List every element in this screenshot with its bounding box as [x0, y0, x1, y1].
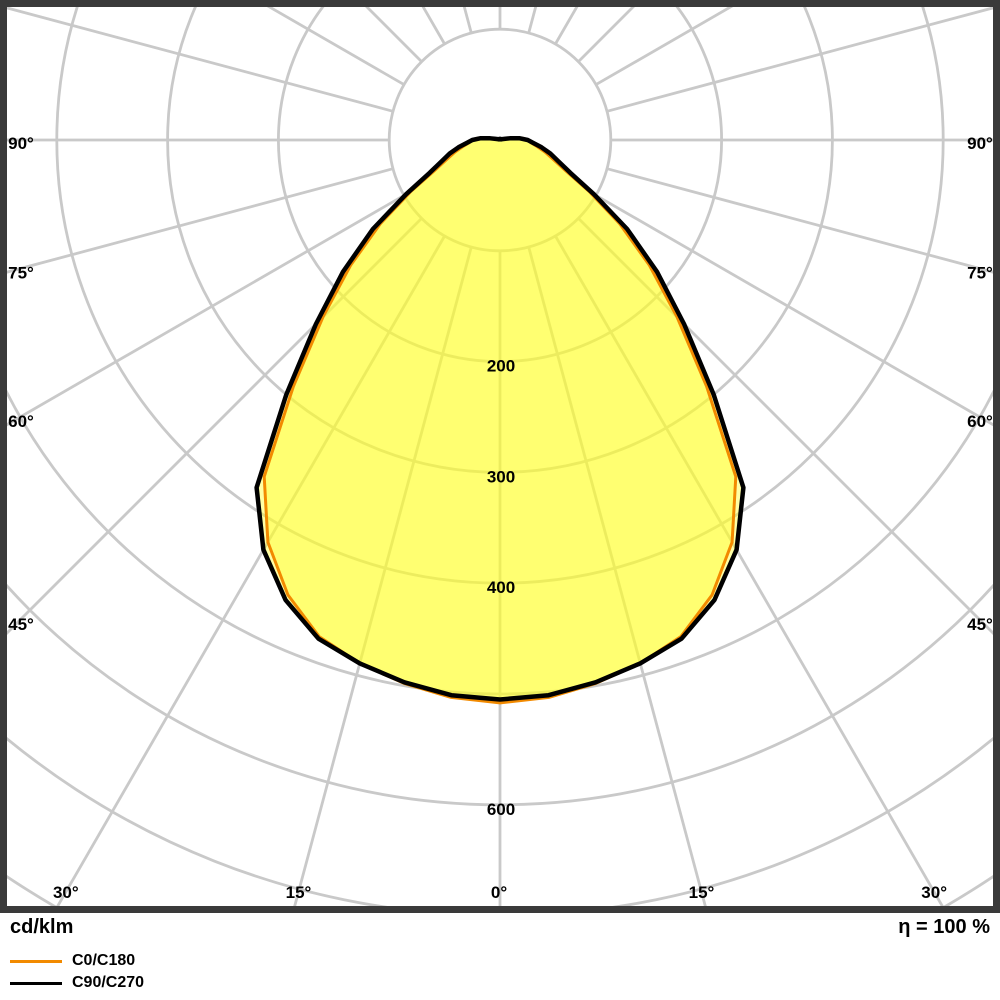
legend-row-c0: C0/C180	[10, 950, 144, 972]
ring-label-600: 600	[487, 800, 515, 819]
angle-label-left-45: 45°	[8, 615, 34, 634]
grid-spoke-15	[527, 246, 707, 906]
legend-row-c90: C90/C270	[10, 972, 144, 994]
grid-spoke-255	[7, 7, 394, 113]
angle-label-left-90: 90°	[8, 134, 34, 153]
grid-spoke-135	[577, 7, 635, 63]
c0-line-swatch	[10, 959, 62, 963]
c90-line-swatch	[10, 981, 62, 985]
angle-label-bottom-0: 0°	[491, 883, 507, 902]
grid-spoke-345	[293, 246, 473, 906]
grid-spoke-105	[606, 7, 993, 113]
ring-label-400: 400	[487, 578, 515, 597]
legend: C0/C180 C90/C270	[10, 950, 144, 994]
grid-spoke-315	[7, 217, 423, 635]
unit-label: cd/klm	[10, 916, 74, 938]
grid-spoke-240	[266, 7, 405, 86]
grid-spoke-300	[7, 194, 405, 427]
ring-label-300: 300	[487, 467, 515, 486]
angle-label-bottom-left-30: 30°	[53, 883, 79, 902]
grid-spoke-285	[7, 167, 394, 274]
angle-label-right-60: 60°	[967, 412, 993, 431]
efficiency-label: η = 100 %	[898, 916, 990, 938]
grid-spoke-225	[365, 7, 423, 63]
angle-label-bottom-right-15: 15°	[689, 883, 715, 902]
grid-spoke-45	[577, 217, 993, 635]
fill-C90-C270	[256, 138, 744, 700]
angle-label-left-60: 60°	[8, 412, 34, 431]
grid-spoke-330	[56, 235, 446, 906]
angle-label-bottom-left-15: 15°	[286, 883, 312, 902]
grid-spoke-30	[554, 235, 944, 906]
angle-label-right-45: 45°	[967, 615, 993, 634]
ring-label-200: 200	[487, 357, 515, 376]
grid-spoke-75	[606, 167, 993, 274]
polar-chart: 200 300 400 600 90° 90° 75° 75° 60° 60° 45° 45° 30° 3…	[0, 0, 1000, 913]
angle-label-left-75: 75°	[8, 264, 34, 283]
angle-label-right-90: 90°	[967, 134, 993, 153]
angle-label-bottom-right-30: 30°	[921, 883, 947, 902]
angle-label-right-75: 75°	[967, 264, 993, 283]
grid-spoke-120	[595, 7, 734, 86]
plot-frame-border	[0, 0, 1000, 913]
fill-C0-C180	[264, 137, 736, 703]
curve-C90-C270	[254, 136, 746, 702]
legend-label-c0: C0/C180	[72, 952, 136, 969]
legend-label-c90: C90/C270	[72, 974, 145, 991]
grid-spoke-60	[595, 194, 993, 427]
